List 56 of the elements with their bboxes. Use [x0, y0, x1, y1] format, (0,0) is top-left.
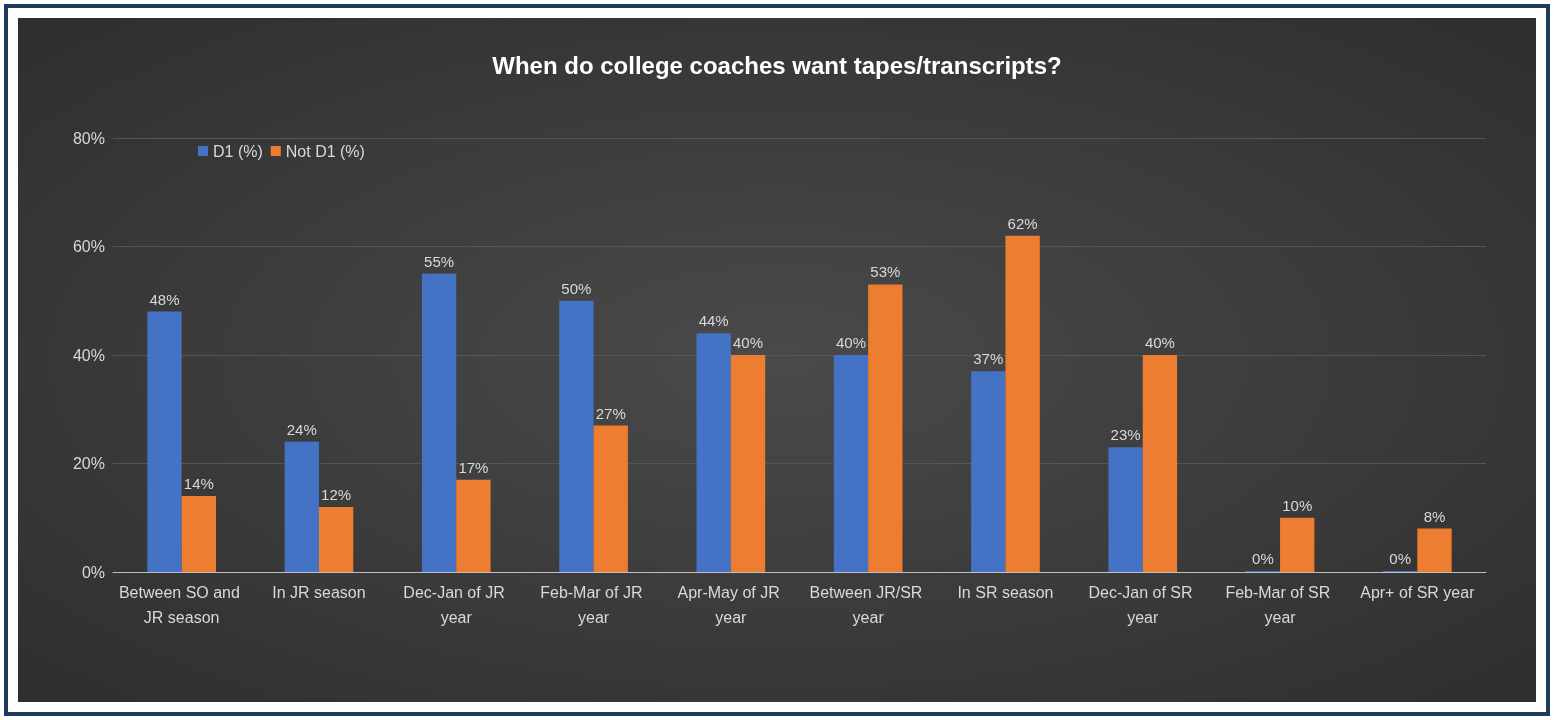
bar — [456, 479, 491, 572]
x-tick-label: Dec-Jan of SR year — [1088, 584, 1197, 626]
data-label: 55% — [424, 252, 455, 270]
x-tick-label: In SR season — [957, 584, 1054, 601]
data-label: 12% — [321, 485, 352, 503]
data-label: 62% — [1007, 214, 1038, 232]
chart-title: When do college coaches want tapes/transcripts? — [492, 51, 1062, 79]
y-tick-label: 40% — [72, 346, 105, 364]
y-tick-label: 60% — [72, 238, 105, 255]
data-label: 23% — [1110, 426, 1141, 444]
data-label: 48% — [149, 290, 180, 308]
data-label: 40% — [1144, 334, 1175, 351]
bar — [147, 311, 182, 572]
bar — [593, 425, 628, 572]
legend-label: Not D1 (%) — [285, 142, 365, 160]
data-label: 14% — [183, 475, 214, 493]
y-tick-label: 0% — [81, 563, 105, 581]
data-label: 0% — [1252, 550, 1274, 567]
bar — [181, 496, 216, 572]
data-label: 27% — [595, 404, 626, 422]
bar — [421, 273, 457, 572]
bar — [971, 371, 1006, 572]
bar — [1005, 235, 1040, 572]
bar — [696, 333, 731, 572]
x-tick-label: Feb-Mar of SR year — [1225, 584, 1335, 626]
x-tick-label: Apr-May of JR year — [677, 584, 785, 626]
bar — [284, 441, 319, 572]
data-label: 17% — [458, 458, 489, 476]
data-label: 37% — [973, 350, 1004, 368]
bar — [1142, 355, 1178, 572]
bar — [833, 355, 869, 572]
x-tick-label: Between JR/SR year — [809, 584, 927, 626]
y-tick-label: 20% — [72, 455, 105, 472]
x-tick-label: In JR season — [272, 584, 366, 601]
bar — [730, 355, 766, 572]
x-tick-label: Apr+ of SR year — [1360, 584, 1476, 601]
data-label: 0% — [1389, 550, 1412, 567]
data-label: 8% — [1423, 507, 1446, 525]
x-tick-label: Between SO and JR season — [118, 584, 245, 626]
y-tick-label: 80% — [72, 129, 105, 147]
bar — [318, 506, 354, 572]
bar — [1108, 447, 1143, 572]
data-label: 10% — [1282, 496, 1313, 514]
data-label: 50% — [561, 279, 592, 297]
bar — [868, 284, 903, 572]
data-label: 44% — [698, 312, 729, 330]
data-label: 53% — [870, 263, 901, 281]
data-label: 24% — [286, 420, 317, 438]
x-tick-label: Feb-Mar of JR year — [540, 584, 647, 626]
bar — [1280, 517, 1315, 572]
data-label: 40% — [835, 334, 866, 351]
data-label: 40% — [733, 334, 764, 351]
legend-label: D1 (%) — [213, 142, 263, 160]
bar — [1417, 528, 1452, 572]
x-tick-label: Dec-Jan of JR year — [403, 584, 510, 626]
bar — [559, 300, 594, 572]
